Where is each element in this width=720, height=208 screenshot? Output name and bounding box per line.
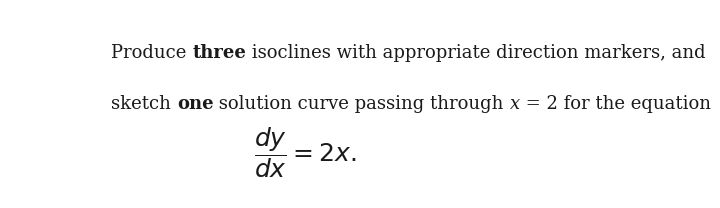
Text: sketch: sketch [111,95,177,113]
Text: = 2 for the equation: = 2 for the equation [520,95,711,113]
Text: one: one [177,95,213,113]
Text: x: x [510,95,520,113]
Text: three: three [192,44,246,62]
Text: Produce: Produce [111,44,192,62]
Text: isoclines with appropriate direction markers, and: isoclines with appropriate direction mar… [246,44,706,62]
Text: $\dfrac{dy}{dx} = 2x.$: $\dfrac{dy}{dx} = 2x.$ [253,126,356,181]
Text: solution curve passing through: solution curve passing through [213,95,510,113]
